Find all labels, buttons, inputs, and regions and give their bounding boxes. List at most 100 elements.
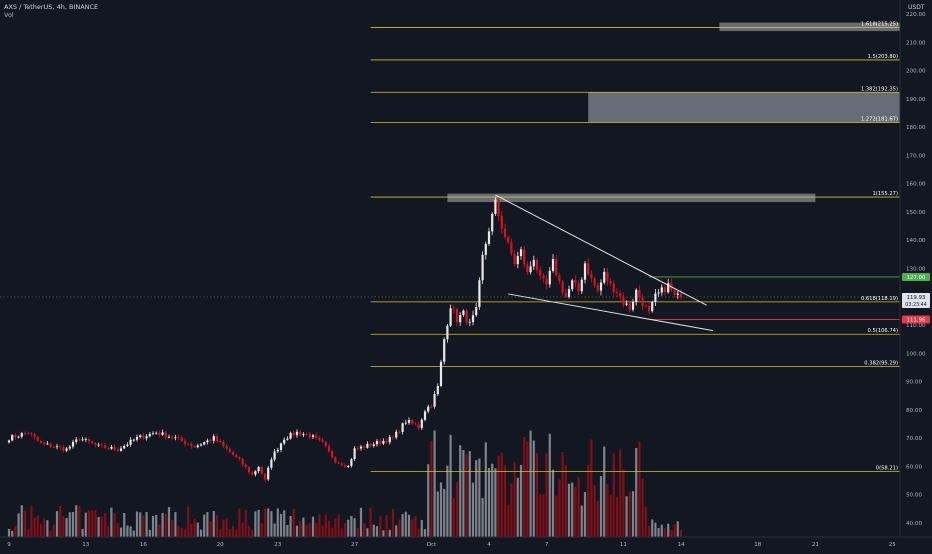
time-axis: 91316202327Oct47111418212528Nov4: [0, 536, 932, 550]
volume-bar: [510, 483, 513, 537]
candle-body: [91, 441, 94, 444]
volume-bar: [318, 514, 321, 537]
volume-bar: [551, 469, 555, 537]
candle-body: [331, 451, 334, 458]
volume-bar: [430, 440, 433, 537]
symbol-title[interactable]: AXS / TetherUS, 4h, BINANCE: [4, 3, 99, 11]
candle-body: [459, 315, 462, 323]
volume-bar: [350, 515, 353, 537]
volume-bar: [247, 525, 251, 537]
candle-body: [324, 441, 327, 447]
volume-bar: [494, 468, 497, 537]
candle-body: [369, 443, 372, 446]
candle-body: [427, 406, 430, 412]
candle-body: [84, 438, 87, 440]
trendline: [495, 194, 707, 306]
candle-body: [366, 443, 369, 448]
volume-bar: [228, 528, 231, 537]
volume-bar: [177, 526, 180, 537]
volume-bar: [39, 523, 43, 537]
price-tick-label: 50.00: [906, 493, 922, 499]
candle-body: [468, 322, 471, 323]
candle-body: [567, 289, 571, 297]
candle-body: [411, 420, 414, 424]
candle-body: [625, 303, 628, 305]
volume-bar: [199, 529, 203, 537]
candle-body: [343, 465, 347, 467]
candle-body: [379, 440, 382, 444]
volume-bar: [203, 514, 206, 537]
volume-bar: [407, 514, 411, 537]
volume-bar: [299, 520, 302, 537]
time-tick-label: 27: [351, 542, 359, 548]
volume-bar: [439, 482, 443, 537]
volume-bar: [267, 508, 270, 537]
volume-bar: [542, 494, 545, 537]
candle-body: [449, 308, 452, 326]
volume-bar: [129, 526, 132, 537]
candle-body: [398, 431, 401, 433]
volume-bar: [311, 516, 315, 537]
time-tick-label: 21: [812, 542, 820, 548]
volume-bar: [257, 509, 260, 537]
candle-body: [439, 361, 443, 387]
volume-bar: [84, 512, 87, 537]
volume-bar: [679, 530, 683, 537]
candle-body: [676, 293, 679, 295]
candle-body: [628, 303, 631, 310]
candle-body: [62, 447, 65, 451]
candle-body: [529, 266, 532, 273]
candle-body: [359, 446, 363, 449]
volume-bar: [14, 526, 17, 537]
volume-bar: [622, 469, 625, 537]
candle-body: [558, 275, 561, 282]
volume-bar: [596, 500, 599, 537]
candle-body: [43, 442, 46, 444]
volume-bar: [382, 530, 385, 537]
candle-body: [238, 457, 241, 459]
price-tick-label: 200.00: [906, 69, 926, 75]
candle-layer: [7, 196, 683, 482]
candle-body: [647, 305, 651, 312]
candle-body: [478, 280, 481, 308]
volume-indicator-label[interactable]: Vol: [4, 11, 14, 19]
candle-body: [196, 445, 199, 448]
candle-body: [555, 259, 558, 276]
candle-body: [372, 444, 375, 446]
volume-bar: [593, 484, 596, 537]
volume-bar: [449, 434, 452, 537]
candle-body: [334, 457, 337, 463]
volume-bar: [545, 453, 548, 537]
volume-bar: [481, 498, 484, 537]
volume-bar: [471, 482, 475, 537]
candle-body: [171, 436, 174, 438]
volume-bar: [222, 519, 225, 537]
volume-bar: [391, 509, 395, 537]
volume-bar: [164, 513, 167, 537]
trendline-layer: [495, 194, 714, 332]
volume-bar: [353, 518, 356, 537]
volume-bar: [411, 519, 414, 537]
volume-bar: [398, 519, 401, 537]
candle-body: [475, 307, 478, 316]
volume-bar: [270, 511, 273, 537]
volume-bar: [7, 528, 11, 537]
volume-bar: [583, 492, 587, 537]
candle-body: [673, 290, 676, 295]
candle-body: [100, 444, 103, 446]
candle-body: [638, 289, 641, 298]
volume-bar: [62, 516, 65, 537]
volume-bar: [302, 517, 305, 537]
price-tick-label: 140.00: [906, 238, 926, 244]
candle-body: [551, 259, 555, 271]
volume-bar: [484, 442, 487, 537]
candle-body: [135, 436, 139, 440]
candle-body: [321, 439, 324, 442]
volume-bar: [289, 515, 292, 537]
candle-body: [199, 444, 203, 446]
volume-bar: [507, 505, 510, 537]
candle-body: [263, 473, 267, 480]
volume-bar: [283, 510, 286, 537]
